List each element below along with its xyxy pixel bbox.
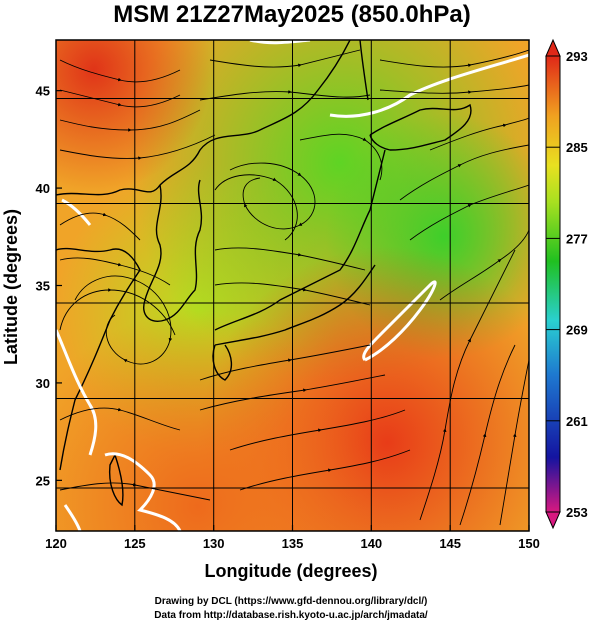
plot-area: [56, 40, 529, 531]
y-axis: 25 30 35 40 45: [36, 84, 62, 488]
coastline-honshu: [214, 149, 386, 331]
streamline: [499, 359, 529, 526]
streamline: [229, 162, 316, 230]
contour-line: [104, 452, 182, 531]
x-tick-label: 150: [518, 536, 540, 551]
colorbar-tick-label: 285: [566, 140, 588, 155]
x-axis: 120 125 130 135 140 145 150: [45, 525, 540, 551]
y-tick-label: 25: [36, 473, 50, 488]
contour-line: [56, 329, 98, 456]
contour-lines: [56, 40, 529, 531]
colorbar-scale: [545, 55, 561, 513]
x-axis-label: Longitude (degrees): [204, 561, 377, 581]
streamline: [439, 229, 529, 301]
contour-line: [63, 504, 82, 531]
credit-drawing: Drawing by DCL (https://www.gfd-dennou.o…: [155, 596, 428, 607]
gridlines: [56, 40, 529, 531]
streamline: [214, 282, 371, 306]
colorbar-tick-label: 277: [566, 231, 588, 246]
x-tick-label: 120: [45, 536, 67, 551]
streamline: [59, 212, 141, 241]
coastline-sakhalin: [359, 40, 369, 101]
coastline-taiwan: [108, 453, 124, 507]
coastline-hokkaido: [369, 103, 472, 151]
x-tick-label: 145: [439, 536, 461, 551]
x-tick-label: 140: [360, 536, 382, 551]
coastline-honshu-south: [214, 264, 376, 346]
streamline: [59, 109, 201, 132]
colorbar-max-arrow: [545, 38, 561, 57]
credit-data: Data from http://database.rish.kyoto-u.a…: [154, 610, 428, 621]
colorbar-tick-label: 293: [566, 49, 588, 64]
colorbar: 293 285 277 269 261 253: [545, 38, 588, 530]
streamline: [199, 344, 371, 381]
coastline-kyushu: [212, 344, 233, 381]
contour-line: [329, 53, 529, 118]
streamline: [199, 90, 371, 101]
streamline: [229, 409, 406, 451]
streamline: [59, 134, 216, 160]
streamline: [209, 49, 361, 68]
streamline: [59, 257, 171, 286]
streamline: [419, 249, 516, 521]
y-tick-label: 30: [36, 376, 50, 391]
colorbar-tick-label: 253: [566, 505, 588, 520]
streamline: [459, 344, 516, 526]
coastline-mainland: [56, 40, 351, 196]
colorbar-tick-label: 261: [566, 414, 588, 429]
streamline: [399, 144, 529, 201]
y-tick-label: 45: [36, 84, 50, 99]
streamline: [379, 84, 529, 94]
x-tick-label: 135: [282, 536, 304, 551]
y-axis-label: Latitude (degrees): [1, 209, 21, 365]
streamline: [239, 449, 411, 491]
colorbar-min-arrow: [545, 511, 561, 530]
y-tick-label: 35: [36, 279, 50, 294]
streamline: [214, 174, 298, 241]
streamline: [199, 374, 386, 411]
y-tick-label: 40: [36, 181, 50, 196]
streamline: [429, 117, 529, 151]
streamline: [59, 407, 181, 431]
chart-title: MSM 21Z27May2025 (850.0hPa): [113, 1, 471, 28]
coastlines: [56, 40, 472, 507]
colorbar-tick-label: 269: [566, 323, 588, 338]
streamline: [59, 59, 181, 83]
x-tick-label: 125: [124, 536, 146, 551]
streamline: [59, 288, 176, 336]
streamlines: [59, 49, 529, 526]
streamline: [59, 89, 181, 108]
contour-line: [61, 198, 92, 226]
streamline: [299, 133, 383, 181]
streamline: [409, 184, 529, 241]
streamline: [214, 247, 366, 271]
streamline: [379, 49, 529, 68]
colorbar-ticks: 293 285 277 269 261 253: [546, 49, 588, 520]
streamline: [74, 275, 173, 365]
contour-line: [362, 280, 437, 362]
x-tick-label: 130: [203, 536, 225, 551]
